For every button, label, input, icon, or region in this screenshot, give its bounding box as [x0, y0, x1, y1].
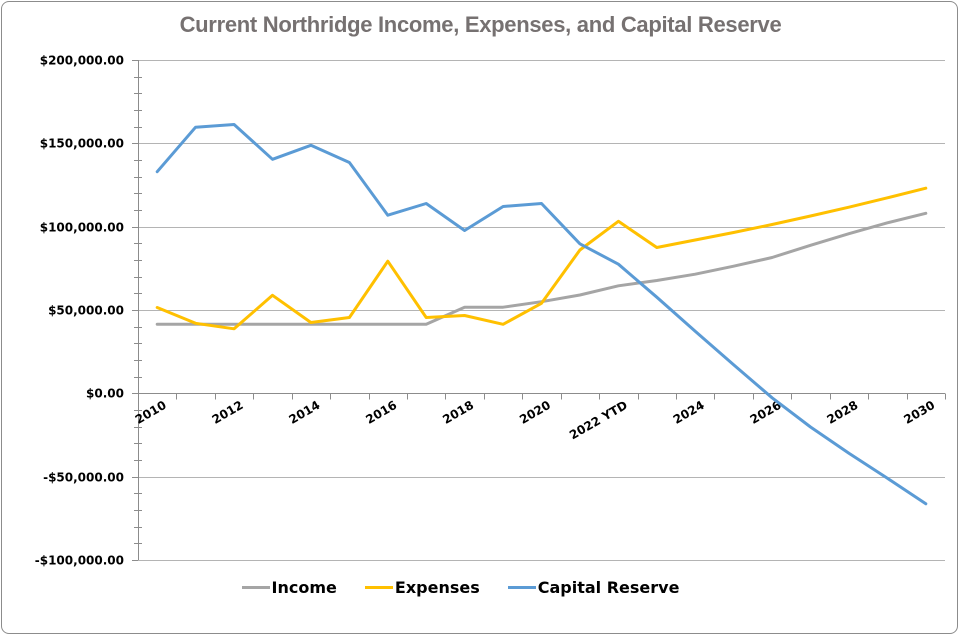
legend-swatch-income — [241, 586, 270, 589]
x-tick-label: 2024 — [671, 398, 707, 427]
legend-label-capital-reserve: Capital Reserve — [537, 578, 680, 597]
y-tick-label: -$50,000.00 — [43, 471, 124, 485]
gridlines — [138, 60, 945, 561]
y-tick-label: -$100,000.00 — [35, 554, 124, 568]
legend: Income Expenses Capital Reserve — [0, 578, 941, 597]
y-tick-label: $100,000.00 — [40, 221, 124, 235]
x-tick-label: 2020 — [517, 398, 553, 427]
series-line-expenses — [155, 186, 928, 331]
x-tick-label: 2012 — [210, 398, 246, 427]
y-tick-label: $0.00 — [86, 387, 124, 401]
y-tick-label: $200,000.00 — [40, 54, 124, 68]
legend-swatch-expenses — [364, 586, 393, 589]
legend-label-expenses: Expenses — [394, 578, 480, 597]
legend-item-income[interactable]: Income — [241, 578, 337, 597]
chart-title: Current Northridge Income, Expenses, and… — [179, 12, 782, 37]
x-tick-label: 2028 — [824, 398, 860, 427]
series-line-income — [155, 211, 928, 326]
legend-item-expenses[interactable]: Expenses — [364, 578, 480, 597]
x-tick-label: 2030 — [901, 398, 937, 427]
x-tick-label: 2016 — [363, 398, 399, 427]
y-tick-label: $50,000.00 — [48, 304, 124, 318]
y-tick-label: $150,000.00 — [40, 137, 124, 151]
x-tick-label: 2014 — [286, 398, 322, 427]
x-tick-label: 2018 — [440, 398, 476, 427]
legend-swatch-capital-reserve — [507, 586, 536, 589]
series-lines — [155, 123, 928, 506]
legend-label-income: Income — [271, 578, 337, 597]
legend-item-capital-reserve[interactable]: Capital Reserve — [507, 578, 680, 597]
series-line-capital-reserve — [155, 123, 928, 506]
x-tick-label: 2022 YTD — [567, 398, 630, 442]
y-axis: $200,000.00 $150,000.00 $100,000.00 $50,000… — [35, 54, 142, 568]
